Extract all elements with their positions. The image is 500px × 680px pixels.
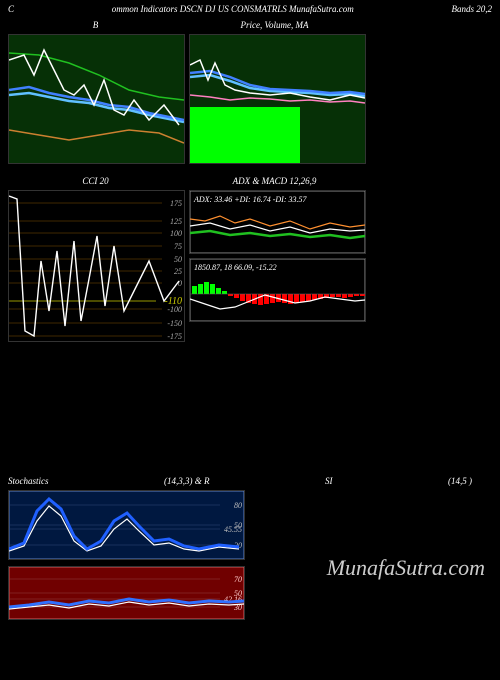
- header-left: C: [8, 4, 14, 14]
- svg-text:50: 50: [174, 255, 182, 264]
- stoch-label-left: Stochastics: [8, 476, 49, 486]
- svg-text:75: 75: [174, 242, 182, 251]
- svg-text:70: 70: [234, 575, 242, 584]
- spacer: [0, 344, 500, 474]
- panel-stoch: 805045.5520: [8, 490, 245, 560]
- header-right: Bands 20,2: [452, 4, 493, 14]
- chart-b: [9, 35, 184, 163]
- svg-text:80: 80: [234, 501, 242, 510]
- row-stoch: 805045.5520: [0, 488, 500, 562]
- panel-b: [8, 34, 185, 164]
- chart-adx: ADX: 33.46 +DI: 16.74 -DI: 33.57: [190, 191, 365, 253]
- panel-cci-label: CCI 20: [8, 176, 183, 186]
- svg-text:125: 125: [170, 217, 182, 226]
- row2: 1751251007550250-100-150-175-110 ADX: 33…: [0, 188, 500, 344]
- watermark: MunafaSutra.com: [327, 555, 485, 581]
- svg-text:ADX: 33.46 +DI: 16.74 -DI: 3: ADX: 33.46 +DI: 16.74 -DI: 33.57: [193, 195, 307, 204]
- svg-text:-175: -175: [167, 332, 182, 341]
- row1-labels: B Price, Volume, MA: [0, 18, 500, 32]
- right-stack: ADX: 33.46 +DI: 16.74 -DI: 33.57 1850.87…: [189, 190, 366, 322]
- chart-rsi: 705042.1630: [9, 567, 244, 619]
- panel-rsi: 705042.1630: [8, 566, 245, 620]
- svg-text:25: 25: [174, 267, 182, 276]
- header-center: ommon Indicators DSCN DJ US CONSMATRLS M…: [112, 4, 354, 14]
- row1: [0, 32, 500, 166]
- chart-price: [190, 35, 365, 163]
- svg-text:-150: -150: [167, 319, 182, 328]
- stoch-label-mid: (14,3,3) & R: [164, 476, 210, 486]
- stoch-label-right: (14,5 ): [448, 476, 472, 486]
- panel-macd: 1850.87, 18 66.09, -15.22: [189, 258, 366, 322]
- svg-text:45.55: 45.55: [224, 525, 242, 534]
- page-header: C ommon Indicators DSCN DJ US CONSMATRLS…: [0, 0, 500, 18]
- svg-text:0: 0: [178, 279, 182, 288]
- panel-adx-label: ADX & MACD 12,26,9: [187, 176, 362, 186]
- panel-cci: 1751251007550250-100-150-175-110: [8, 190, 185, 342]
- stoch-label-row: Stochastics (14,3,3) & R SI (14,5 ): [0, 474, 480, 488]
- svg-text:100: 100: [170, 229, 182, 238]
- stoch-label-center: SI: [325, 476, 333, 486]
- chart-macd: 1850.87, 18 66.09, -15.22: [190, 259, 365, 321]
- svg-text:1850.87, 18 66.09, -1: 1850.87, 18 66.09, -15.22: [194, 263, 277, 272]
- panel-price: [189, 34, 366, 164]
- panel-b-label: B: [8, 20, 183, 30]
- chart-stoch: 805045.5520: [9, 491, 244, 559]
- panel-adx: ADX: 33.46 +DI: 16.74 -DI: 33.57: [189, 190, 366, 254]
- svg-text:175: 175: [170, 199, 182, 208]
- chart-cci: 1751251007550250-100-150-175-110: [9, 191, 184, 341]
- row2-labels: CCI 20 ADX & MACD 12,26,9: [0, 174, 500, 188]
- panel-price-label: Price, Volume, MA: [187, 20, 362, 30]
